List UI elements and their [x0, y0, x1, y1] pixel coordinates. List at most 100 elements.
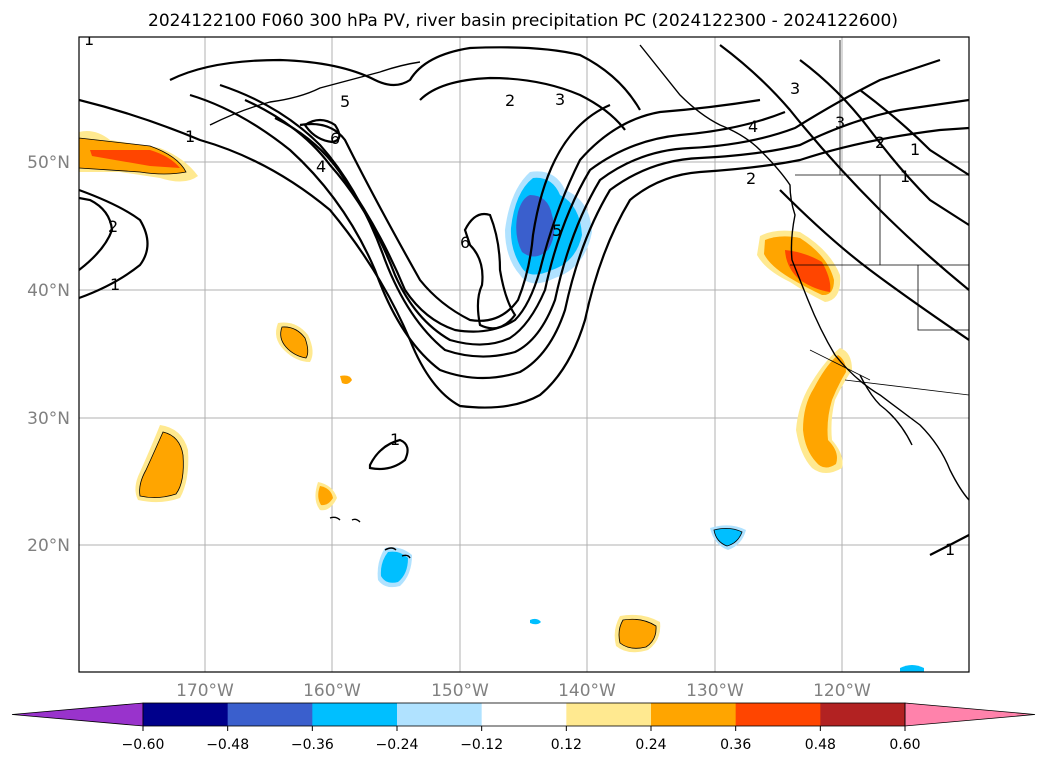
pv-contour-6-small-loop [303, 118, 341, 144]
pv-contour-north-2 [419, 76, 626, 131]
pv-contour-6 [299, 103, 611, 322]
precip-area-hawaii-mid [380, 551, 408, 583]
borders [790, 40, 969, 396]
pv-contour-label: 2 [108, 217, 118, 236]
pv-contour-label: 1 [390, 430, 400, 449]
pv-contour-label: 4 [748, 117, 758, 136]
pv-contour-label: 1 [945, 540, 955, 559]
pv-contour-label: 2 [505, 91, 515, 110]
colorbar-segment [312, 703, 398, 726]
figure-title: 2024122100 F060 300 hPa PV, river basin … [148, 11, 898, 31]
colorbar-tick-label: −0.36 [291, 737, 334, 753]
lon-label: 150°W [431, 681, 489, 701]
colorbar-segments [11, 702, 1036, 727]
pv-contour-label: 1 [84, 30, 94, 49]
precip-area-23n-mid [318, 486, 333, 506]
precip-outline [79, 137, 743, 649]
pv-contour-east-4 [779, 189, 969, 341]
aleutian-coastline [209, 61, 421, 126]
colorbar-segment [481, 703, 567, 726]
us-mexico-border [844, 379, 969, 396]
gulf-california-coast [859, 374, 913, 446]
pv-contour-label: 1 [910, 140, 920, 159]
state-borders [790, 175, 969, 381]
pv-contour-label: 6 [460, 233, 470, 252]
precip-area-west-51n-high [90, 150, 180, 168]
colorbar-tick-label: 0.12 [551, 737, 582, 753]
precip-area-36n-mid [280, 326, 308, 358]
colorbar-segment [566, 703, 652, 726]
colorbar: −0.60 −0.48 −0.36 −0.24 −0.12 0.12 0.24 0.36 0.4… [11, 702, 1036, 753]
colorbar-segment [397, 703, 483, 726]
colorbar-tick-label: −0.12 [460, 737, 503, 753]
pv-contour-5 [274, 98, 761, 333]
colorbar-tick-label: 0.36 [720, 737, 751, 753]
coastlines [209, 44, 969, 559]
precip-outline-20n-east [713, 528, 743, 547]
pv-contour-label: 6 [330, 129, 340, 148]
lat-labels: 50°N 40°N 30°N 20°N [27, 153, 70, 556]
colorbar-ticks: −0.60 −0.48 −0.36 −0.24 −0.12 0.12 0.24 0.36 0.4… [122, 726, 921, 753]
pv-contour-label: 4 [316, 157, 326, 176]
precip-outline-west [79, 137, 187, 175]
lon-label: 120°W [813, 681, 871, 701]
lon-label: 160°W [303, 681, 361, 701]
pv-contour-4 [244, 98, 786, 346]
colorbar-tick-label: −0.48 [206, 737, 249, 753]
precip-area-ca-high [785, 250, 831, 292]
colorbar-tick-label: −0.24 [376, 737, 419, 753]
lon-label: 130°W [686, 681, 744, 701]
pv-contour-1-outer [79, 98, 969, 409]
pv-contour-labels: 1 2 3 4 5 6 2 1 1 5 4 3 2 1 3 2 1 1 6 1 [84, 30, 955, 559]
precip-area-33n [340, 375, 352, 384]
colorbar-segment [820, 703, 906, 726]
pv-contour-1-se [929, 534, 969, 556]
pv-contour-label: 1 [185, 127, 195, 146]
lon-label: 140°W [558, 681, 616, 701]
pv-contour-west-2 [79, 196, 114, 271]
map-background [79, 37, 969, 672]
colorbar-tick-label: −0.60 [122, 737, 165, 753]
lat-label: 50°N [27, 153, 70, 173]
precip-outline-27n [139, 431, 184, 498]
colorbar-extend-low [11, 702, 144, 727]
colorbar-frame [142, 702, 906, 727]
pv-contour-label: 3 [790, 79, 800, 98]
map-frame [78, 36, 970, 673]
precip-area-12n-mid [619, 619, 657, 649]
colorbar-tick-label: 0.60 [889, 737, 920, 753]
colorbar-segment [735, 703, 821, 726]
colorbar-tick-label: 0.24 [635, 737, 666, 753]
pv-contour-label: 5 [552, 221, 562, 240]
colorbar-tick-label: 0.48 [805, 737, 836, 753]
pv-contour-label: 5 [340, 92, 350, 111]
pv-contour-label: 2 [746, 169, 756, 188]
pv-contour-1-loop-27n [368, 438, 409, 471]
precip-shading [79, 131, 924, 672]
pv-contour-6-loop [463, 212, 517, 330]
pv-contour-east-2 [799, 59, 969, 226]
pv-contour-east-3 [859, 89, 969, 176]
north-america-coastline [639, 44, 969, 501]
precip-outline-36n [280, 326, 309, 359]
pv-contour-west-1 [79, 188, 149, 300]
pv-contour-north-1 [169, 46, 641, 111]
hawaii-islands [329, 516, 411, 559]
colorbar-extend-high [904, 702, 1036, 727]
pv-contour-label: 1 [900, 167, 910, 186]
map-panel: 1 2 3 4 5 6 2 1 1 5 4 3 2 1 3 2 1 1 6 1 [78, 30, 970, 673]
precip-area-14n [530, 618, 541, 625]
pv-contour-label: 2 [875, 133, 885, 152]
precip-outline-12n [618, 618, 657, 649]
pv-contour-label: 3 [555, 90, 565, 109]
colorbar-segment [227, 703, 313, 726]
precip-area-27n-mid [139, 432, 184, 498]
lat-label: 20°N [27, 536, 70, 556]
colorbar-segment [651, 703, 737, 726]
lon-label: 170°W [176, 681, 234, 701]
pv-contour-label: 1 [110, 275, 120, 294]
colorbar-segment [143, 703, 229, 726]
lat-label: 40°N [27, 281, 70, 301]
precip-area-south-edge [900, 665, 924, 672]
